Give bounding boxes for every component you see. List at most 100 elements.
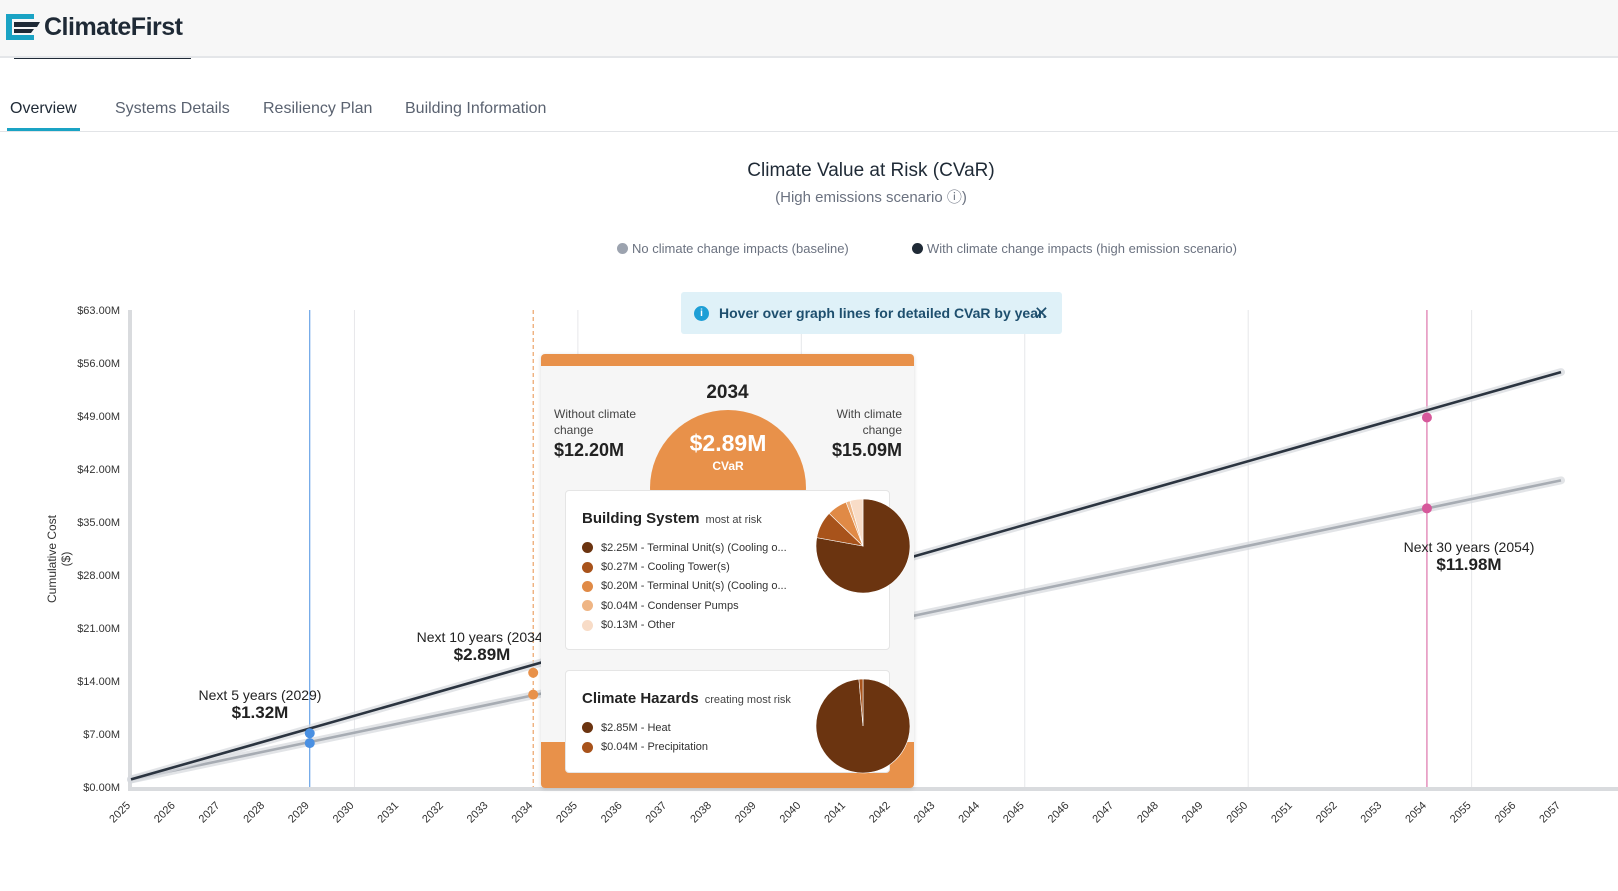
marker-point-with-2054 [1421, 412, 1432, 423]
legend-dot [582, 561, 593, 573]
legend-baseline-label: No climate change impacts (baseline) [632, 241, 849, 256]
x-tick-label: 2025 [107, 800, 133, 826]
climate-hazards-subtitle: creating most risk [704, 694, 791, 706]
tab-systems-details[interactable]: Systems Details [115, 100, 230, 117]
x-tick-label: 2032 [420, 800, 446, 826]
legend-dot [582, 600, 593, 612]
with-climate-block: With climate change $15.09M [802, 406, 902, 460]
cvar-value: $2.89M [689, 430, 767, 456]
topbar-underline [14, 58, 191, 59]
climate-hazards-list: $2.85M - Heat $0.04M - Precipitation [582, 718, 708, 757]
with-climate-label: With climate change [836, 407, 902, 437]
x-tick-label: 2040 [778, 800, 804, 826]
list-item: $0.13M - Other [582, 616, 787, 635]
annotation-5-years-label: Next 5 years (2029) [198, 687, 322, 703]
y-tick-label: $56.00M [77, 358, 120, 370]
tab-building-information[interactable]: Building Information [405, 100, 547, 117]
building-system-pie-chart[interactable] [815, 498, 911, 594]
logo-mark-icon [4, 10, 42, 44]
year-tooltip: $2.89M CVaR 2034 Without climate change … [541, 354, 914, 788]
building-system-card: Building System most at risk $2.25M - Ter… [565, 490, 911, 650]
x-tick-label: 2051 [1269, 800, 1295, 826]
climate-hazards-card: Climate Hazards creating most risk $2.85M… [565, 670, 911, 774]
x-tick-label: 2052 [1314, 800, 1340, 826]
y-tick-label: $63.00M [77, 305, 120, 317]
list-item: $0.04M - Condenser Pumps [582, 596, 787, 615]
legend-dot [582, 619, 593, 631]
y-tick-label: $7.00M [83, 729, 120, 741]
legend-dot [582, 542, 593, 554]
y-tick-label: $14.00M [77, 676, 120, 688]
x-tick-label: 2026 [152, 800, 178, 826]
pie-slice[interactable] [849, 498, 864, 547]
y-tick-label: $28.00M [77, 570, 120, 582]
info-icon: i [694, 305, 709, 321]
list-item: $0.04M - Precipitation [582, 737, 708, 756]
pie-slice[interactable] [858, 678, 864, 727]
annotation-30-years-value: $11.98M [1436, 555, 1502, 574]
x-tick-label: 2038 [688, 800, 714, 826]
active-tab-indicator [7, 128, 80, 131]
x-tick-label: 2050 [1225, 800, 1251, 826]
with-climate-value: $15.09M [831, 440, 902, 460]
x-tick-label: 2057 [1537, 800, 1563, 826]
y-tick-label: $49.00M [77, 411, 120, 423]
marker-point-without-2054 [1421, 503, 1432, 514]
top-bar: ClimateFirst [0, 0, 1618, 58]
x-tick-label: 2046 [1046, 800, 1072, 826]
annotation-30-years: Next 30 years (2054) $11.98M [1388, 539, 1550, 575]
legend-dot [582, 741, 593, 753]
tooltip-year: 2034 [706, 382, 749, 403]
x-tick-label: 2031 [375, 800, 401, 826]
list-item: $0.27M - Cooling Tower(s) [582, 557, 787, 576]
x-tick-label: 2042 [867, 800, 893, 826]
building-system-subtitle: most at risk [705, 514, 762, 526]
marker-point-without-2034 [528, 689, 539, 700]
y-tick-label: $35.00M [77, 517, 120, 529]
legend-high-emission-label: With climate change impacts (high emissi… [927, 241, 1237, 256]
climate-hazards-title: Climate Hazards creating most risk [582, 690, 791, 707]
x-tick-label: 2027 [197, 800, 223, 826]
annotation-5-years-value: $1.32M [231, 703, 289, 722]
x-tick-label: 2055 [1448, 800, 1474, 826]
close-icon[interactable]: ✕ [1033, 303, 1049, 323]
logo-text: ClimateFirst [44, 12, 183, 41]
x-tick-label: 2053 [1359, 800, 1385, 826]
marker-point-with-2029 [304, 728, 315, 739]
tooltip-top-bar [541, 354, 914, 366]
without-climate-block: Without climate change $12.20M [554, 406, 654, 459]
tab-resiliency-plan[interactable]: Resiliency Plan [263, 100, 373, 117]
x-tick-label: 2034 [510, 800, 536, 826]
y-tick-label: $21.00M [77, 623, 120, 635]
building-system-heading: Building System [582, 510, 700, 527]
x-tick-label: 2048 [1135, 800, 1161, 826]
annotation-5-years: Next 5 years (2029) $1.32M [180, 687, 340, 723]
x-tick-label: 2045 [1001, 800, 1027, 826]
building-system-title: Building System most at risk [582, 510, 762, 527]
marker-point-with-2034 [528, 667, 539, 678]
x-tick-label: 2028 [241, 800, 267, 826]
hover-hint-text: Hover over graph lines for detailed CVaR… [719, 305, 1047, 321]
x-tick-label: 2039 [733, 800, 759, 826]
x-tick-label: 2043 [912, 800, 938, 826]
x-tick-label: 2047 [1090, 800, 1116, 826]
tab-overview[interactable]: Overview [10, 100, 77, 117]
x-tick-label: 2054 [1403, 800, 1429, 826]
x-tick-label: 2036 [599, 800, 625, 826]
tab-bar: Overview Systems Details Resiliency Plan… [0, 92, 1618, 132]
x-tick-label: 2049 [1180, 800, 1206, 826]
climate-hazards-heading: Climate Hazards [582, 690, 699, 707]
chart-subtitle[interactable]: (High emissions scenario ⓘ) [775, 189, 967, 206]
marker-point-without-2029 [304, 738, 315, 749]
building-system-list: $2.25M - Terminal Unit(s) (Cooling o... … [582, 538, 787, 635]
logo[interactable]: ClimateFirst [4, 10, 183, 44]
x-tick-label: 2035 [554, 800, 580, 826]
legend-baseline[interactable]: No climate change impacts (baseline) [617, 241, 849, 256]
climate-hazards-pie-chart[interactable] [815, 678, 911, 774]
x-tick-label: 2056 [1493, 800, 1519, 826]
legend-high-emission[interactable]: With climate change impacts (high emissi… [912, 241, 1237, 256]
x-tick-label: 2044 [956, 800, 982, 826]
legend-dot [582, 580, 593, 592]
x-tick-label: 2037 [644, 800, 670, 826]
annotation-10-years: Next 10 years (2034) $2.89M [402, 629, 562, 665]
